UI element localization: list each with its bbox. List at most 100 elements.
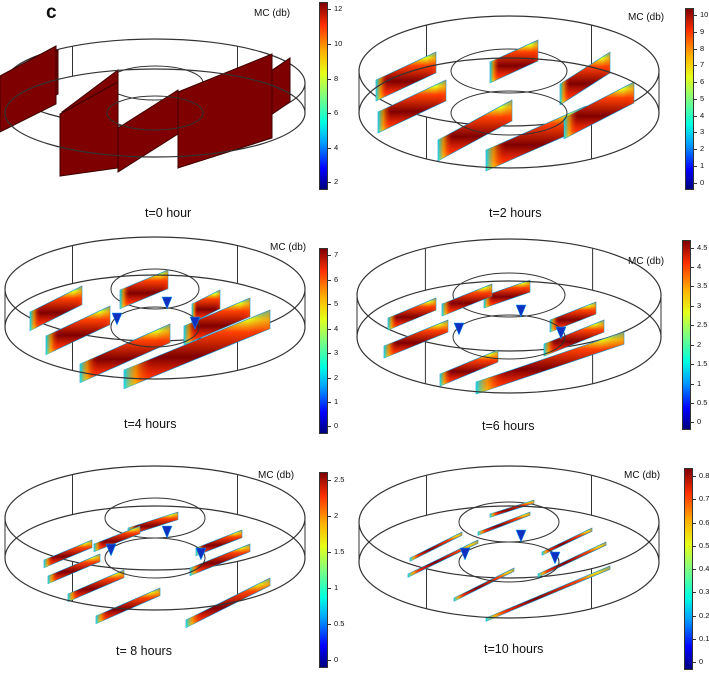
colorbar (685, 8, 694, 190)
moisture-wedge (111, 312, 123, 326)
moisture-wedge (195, 547, 207, 561)
outer-ring-bottom (4, 505, 306, 611)
drying-slab-edge (376, 52, 436, 101)
colorbar-tick-label: 0.5 (690, 397, 708, 407)
dryer-geometry-t8 (4, 465, 306, 629)
drying-slab-edge (196, 530, 242, 556)
drying-panel-t8: MC (db) 2.5 2 1.5 1 0.5 0 t= 8 hours (0, 448, 354, 672)
drying-slab-edge (486, 106, 586, 171)
drying-slab-edge (30, 286, 82, 331)
drying-slab-edge (378, 80, 446, 133)
colorbar-tick-label: 0 (692, 657, 704, 666)
drying-slab-edge (454, 568, 514, 602)
legend-title: MC (db) (628, 256, 665, 267)
colorbar-tick-label: 10 (693, 10, 709, 20)
colorbar-ticks: 2.5 2 1.5 1 0.5 0 (327, 472, 360, 666)
inner-ring-bottom (452, 314, 566, 360)
drying-slab-edge (48, 554, 100, 584)
drying-slab-edge (564, 82, 634, 139)
time-caption: t=10 hours (484, 642, 544, 656)
time-caption: t=4 hours (124, 417, 177, 431)
colorbar-tick-label: 3.5 (690, 281, 708, 291)
colorbar-tick-label: 6 (327, 108, 339, 118)
colorbar-ticks: 12 10 8 6 4 2 (327, 2, 360, 188)
colorbar (319, 472, 328, 668)
colorbar-tick-label: 0 (690, 417, 702, 427)
moisture-wedge (161, 525, 173, 539)
colorbar-tick-label: 2 (693, 144, 705, 154)
drying-slab-edge (542, 528, 592, 556)
colorbar-tick-label: 1.5 (690, 359, 708, 369)
time-caption: t=6 hours (482, 419, 535, 433)
colorbar-tick-label: 8 (693, 43, 705, 53)
drying-slab-edge (486, 566, 610, 622)
colorbar-tick-label: 2 (690, 339, 702, 349)
colorbar-tick-label: 0 (693, 177, 705, 187)
moisture-wedge (515, 304, 527, 318)
legend-title: MC (db) (270, 242, 307, 253)
moisture-wedge (189, 316, 201, 330)
colorbar-tick-label: 0.5 (692, 540, 709, 550)
colorbar-tick-label: 3 (690, 300, 702, 310)
drying-slab-edge (484, 280, 530, 309)
inner-ring-bottom (450, 90, 568, 136)
drying-panel-t6: MC (db) 4.5 4 3.5 3 2.5 2 1.5 1 0.5 0 t=6 hours (354, 224, 708, 448)
colorbar-tick-label: 1 (327, 397, 339, 407)
colorbar-tick-label: 0.7 (692, 494, 709, 504)
drying-panel-t10: MC (db) 0.8 0.7 0.6 0.5 0.4 0.3 0.2 0.1 0 t=10 h… (354, 448, 709, 672)
colorbar-tick-label: 4.5 (690, 242, 708, 252)
colorbar-tick-label: 4 (690, 261, 702, 271)
inner-ring-top (110, 268, 200, 310)
inner-ring-top (452, 272, 566, 318)
colorbar-ticks: 10 9 8 7 6 5 4 3 2 1 0 (693, 8, 709, 188)
dryer-geometry-t0 (0, 38, 306, 177)
colorbar-tick-label: 1 (690, 378, 702, 388)
inner-ring-top (104, 497, 206, 539)
colorbar-tick-label: 0.8 (692, 471, 709, 480)
colorbar (684, 468, 693, 670)
colorbar (319, 2, 328, 190)
drying-slab-edge (68, 570, 124, 602)
drying-slab-edge (550, 302, 596, 333)
colorbar-tick-label: 2 (327, 177, 339, 187)
moisture-wedge (453, 322, 465, 336)
drying-panel-t2: MC (db) 10 9 8 7 6 5 4 3 2 1 0 t=2 hours (354, 0, 708, 224)
drying-slab-edge (124, 310, 270, 389)
colorbar-tick-label: 1 (693, 160, 705, 170)
moisture-wedge (515, 529, 527, 543)
colorbar-tick-label: 6 (327, 274, 339, 284)
colorbar-tick-label: 0.4 (692, 564, 709, 573)
drying-slab-edge (46, 306, 110, 355)
moisture-wedge (105, 543, 117, 557)
colorbar-tick-label: 5 (693, 93, 705, 103)
colorbar-tick-label: 0 (327, 421, 339, 431)
legend-title: MC (db) (258, 470, 295, 481)
colorbar-tick-label: 7 (327, 250, 339, 260)
drying-slab-edge (192, 290, 220, 323)
colorbar (682, 240, 691, 430)
colorbar-tick-label: 3 (327, 348, 339, 358)
colorbar-tick-label: 2 (327, 372, 339, 382)
inner-ring-bottom (106, 95, 204, 131)
colorbar-tick-label: 0.6 (692, 517, 709, 527)
drying-slab-edge (490, 500, 534, 518)
moisture-wedge (555, 326, 567, 340)
drying-slab-edge (442, 284, 492, 317)
moisture-wedge (549, 551, 561, 565)
colorbar-tick-label: 2.5 (327, 474, 345, 484)
colorbar-tick-label: 5 (327, 299, 339, 309)
drying-slab-edge (44, 540, 92, 568)
colorbar-tick-label: 0 (327, 655, 339, 665)
drying-slab-edge (128, 512, 178, 536)
drying-slab-edge (96, 588, 160, 624)
moisture-wedge (161, 296, 173, 310)
colorbar-tick-label: 6 (693, 77, 705, 87)
outer-ring-bottom (358, 505, 660, 619)
colorbar-tick-label: 9 (693, 26, 705, 36)
outer-ring-bottom (356, 280, 662, 394)
drying-slab-edge (476, 332, 624, 395)
colorbar-tick-label: 7 (693, 60, 705, 70)
inner-ring-bottom (110, 306, 200, 348)
inner-ring-bottom (104, 537, 206, 579)
drying-slab-edge (410, 532, 462, 562)
